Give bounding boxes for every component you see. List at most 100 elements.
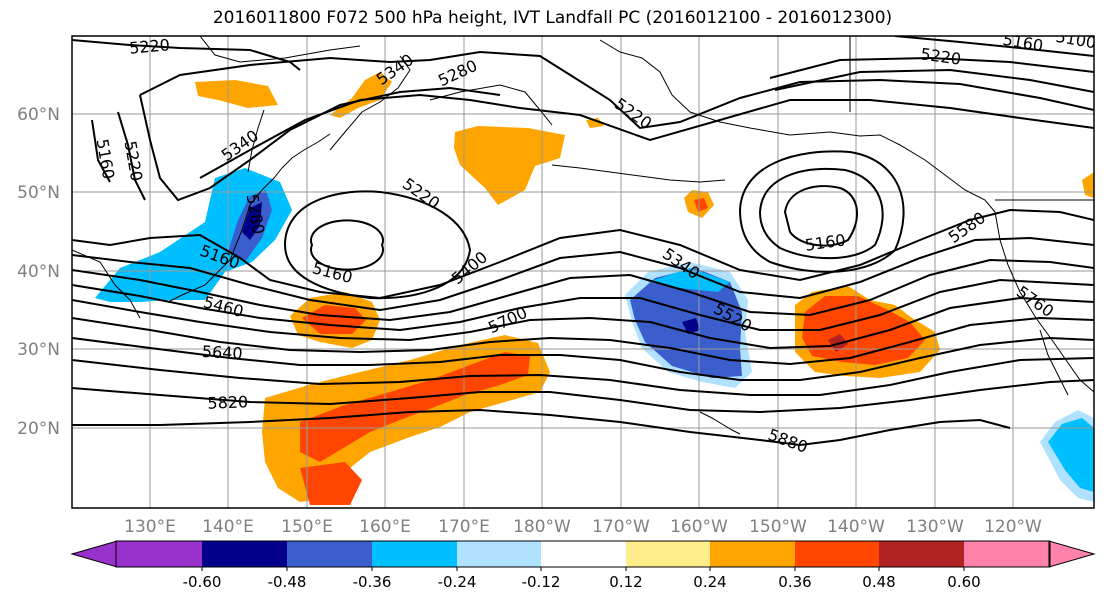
colorbar-bin [457,541,541,567]
colorbar-tick-labels: -0.60 -0.48 -0.36 -0.24 -0.12 0.12 0.24 … [183,573,981,591]
colorbar-tick-label: 0.36 [778,573,811,591]
contour-5640 [72,316,1094,366]
lon-label-150w: 150°W [749,517,807,537]
latitude-labels: 60°N 50°N 40°N 30°N 20°N [17,105,60,439]
contour-5280-ak [738,150,905,273]
lon-label-140w: 140°W [827,517,885,537]
contour-5880-tail [799,418,1011,446]
lon-label-140e: 140°E [202,517,254,537]
colorbar-tick-label: -0.12 [522,573,561,591]
contour-label: 5640 [201,342,243,363]
colorbar-tick-label: 0.12 [609,573,642,591]
colorbar-bin [116,541,202,567]
contour-5460 [72,258,1094,322]
shade-positive-band-inner [300,352,530,462]
shade-positive-bering [454,126,565,205]
contour-label: 5340 [373,50,417,89]
colorbar-extend-low [70,540,118,568]
contour-5520 [72,278,1094,332]
coast-kuril [281,133,331,169]
contour-label: 5220 [919,44,962,68]
colorbar-bin [202,541,287,567]
contour-5160-east [769,56,1094,79]
contour-label: 5220 [399,174,443,213]
shade-positive-small-1-core [694,198,708,212]
coast-japan [167,167,283,303]
lon-label-120w: 120°W [984,517,1042,537]
contour-5340-loop [199,93,1094,179]
lon-label-170w: 170°W [592,517,650,537]
contour-5400 [72,236,1094,312]
contour-5820 [72,379,1094,414]
contour-5220-west [117,111,146,201]
contour-label: 5220 [128,35,170,57]
colorbar-bin [287,541,372,567]
contour-5760 [72,357,1094,396]
lon-label-130e: 130°E [124,517,176,537]
colorbar-frame [115,540,1051,568]
lon-label-130w: 130°W [906,517,964,537]
colorbar-tick-label: -0.48 [268,573,307,591]
lon-label-180w: 180°W [513,517,571,537]
contour-label: 5700 [485,303,530,337]
lat-label-50n: 50°N [17,183,60,203]
colorbar-tick-label: -0.36 [353,573,392,591]
map-title: 2016011800 F072 500 hPa height, IVT Land… [212,8,893,28]
contour-5340-mid [72,208,1094,300]
contour-5160-ak [783,185,859,247]
lat-label-30n: 30°N [17,340,60,360]
shade-negative-baja-inner [1048,418,1094,492]
contour-label: 5160 [804,230,847,254]
contour-label: 5460 [201,292,245,321]
contour-label: 5100 [1054,27,1097,53]
contour-5580 [72,296,1094,350]
colorbar-bin [879,541,964,567]
colorbar-bin [710,541,795,567]
contour-5160-low [310,219,384,271]
shade-positive-small-2 [586,118,604,128]
contour-5220-north [72,39,301,71]
contour-5220-ak [758,168,884,260]
colorbar-bin [795,541,879,567]
contour-label: 5160 [1001,30,1044,56]
colorbar-extend-high [1048,540,1096,568]
coast-aleutians [551,164,726,183]
contour-label: 5820 [207,392,248,412]
shade-positive-band-tail [300,462,362,505]
coast-hawaii [699,411,741,435]
lat-label-20n: 20°N [17,419,60,439]
coast-baja [1039,329,1069,396]
contour-5880 [72,408,801,446]
shade-negative-central-inner [682,318,700,334]
coast-alaska [599,39,996,213]
contour-label: 5880 [766,425,811,457]
colorbar-bin [541,541,626,567]
longitude-labels: 130°E 140°E 150°E 160°E 170°E 180°W 170°… [124,517,1042,537]
colorbar-ticks [201,567,965,571]
shade-negative-central-edge [648,268,730,292]
lat-label-40n: 40°N [17,262,60,282]
contour-5280-north [139,50,1094,130]
colorbar-bin [964,541,1050,567]
contour-label: 5160 [310,258,354,287]
shade-positive-coast [1082,172,1094,198]
height-contours [72,36,1094,446]
shade-positive-okhotsk [330,72,392,118]
colorbar-tick-label: -0.60 [183,573,222,591]
colorbar-tick-label: 0.24 [693,573,726,591]
lon-label-170e: 170°E [438,517,490,537]
contour-5100-east [894,36,1094,57]
contour-5280-west [139,86,501,202]
ivt-shading [95,72,1094,505]
contour-label: 5280 [435,56,480,90]
lon-label-150e: 150°E [281,517,333,537]
shade-positive-east-inner [802,296,925,365]
lon-label-160w: 160°W [670,517,728,537]
coast-kamchatka [329,55,411,151]
lat-label-60n: 60°N [17,105,60,125]
contour-label: 5760 [1013,282,1057,321]
contour-5220-ring [283,190,472,300]
colorbar-bin [372,541,457,567]
contour-5700 [72,336,1094,381]
